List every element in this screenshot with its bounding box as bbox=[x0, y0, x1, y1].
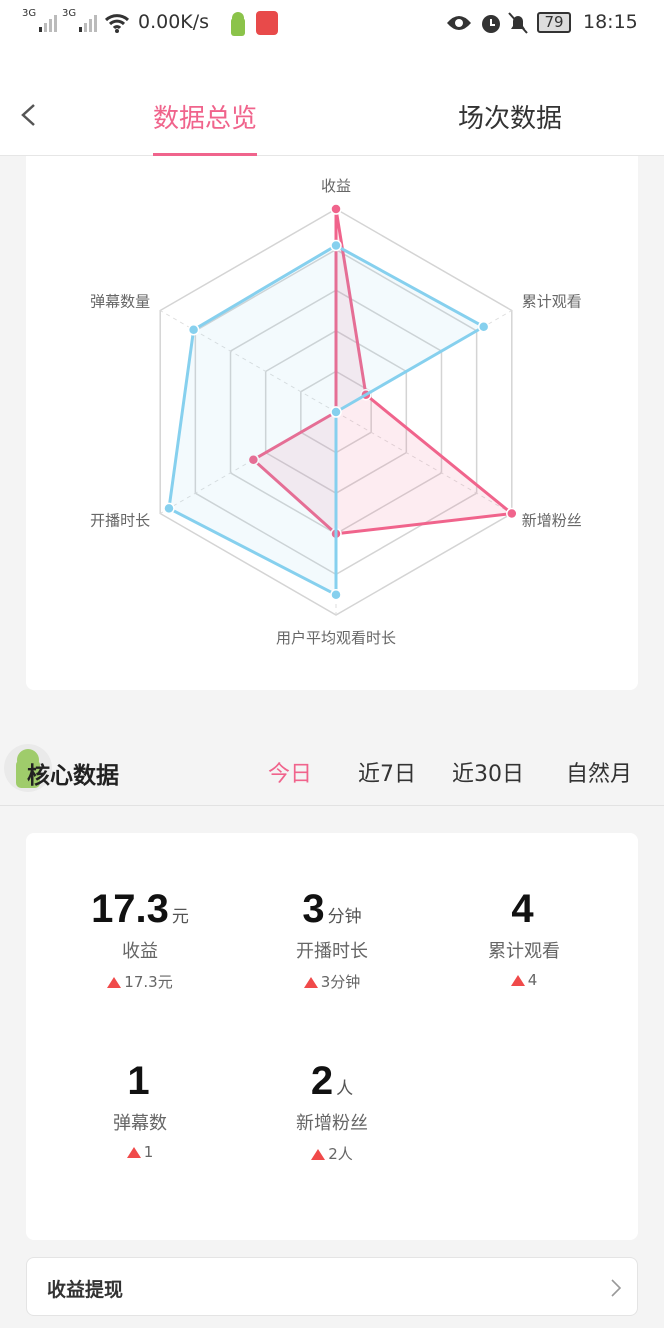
stat-unit: 分钟 bbox=[327, 907, 362, 927]
range-30-days[interactable]: 近30日 bbox=[452, 762, 524, 787]
data-point bbox=[477, 320, 490, 333]
data-point bbox=[506, 507, 518, 520]
battery-indicator: 79 bbox=[537, 12, 571, 33]
stat-delta-value: 17.3元 bbox=[124, 973, 173, 991]
stat-delta-value: 4 bbox=[527, 971, 538, 989]
android-app-icon bbox=[231, 12, 245, 36]
stat-unit: 元 bbox=[171, 907, 189, 927]
stat-delta: 1 bbox=[45, 1143, 235, 1161]
signal-3g-label-2: 3G bbox=[62, 8, 77, 19]
stat-value: 2 bbox=[310, 1059, 334, 1103]
stat-label: 开播时长 bbox=[296, 941, 368, 962]
series-area bbox=[167, 244, 486, 597]
stat-1: 3 分钟 开播时长 3分钟 bbox=[237, 885, 427, 992]
up-triangle-icon bbox=[126, 1147, 141, 1158]
stat-delta: 3分钟 bbox=[237, 971, 427, 992]
stat-value: 4 bbox=[511, 887, 534, 931]
top-nav: 数据总览 场次数据 bbox=[0, 50, 664, 156]
stat-label: 累计观看 bbox=[488, 941, 560, 962]
data-point bbox=[187, 324, 200, 336]
up-triangle-icon bbox=[303, 977, 318, 988]
axis-label: 收益 bbox=[321, 177, 351, 195]
stat-value: 17.3 bbox=[91, 887, 169, 931]
axis-label: 开播时长 bbox=[90, 512, 150, 530]
stat-label: 弹幕数 bbox=[113, 1113, 167, 1134]
alarm-icon bbox=[482, 15, 500, 33]
stat-unit: 人 bbox=[336, 1079, 354, 1099]
network-speed: 0.00K/s bbox=[138, 11, 210, 33]
core-data-title: 核心数据 bbox=[27, 763, 119, 789]
floating-android-icon[interactable] bbox=[4, 738, 52, 798]
range-today[interactable]: 今日 bbox=[268, 762, 313, 787]
eye-icon bbox=[447, 16, 471, 30]
stat-delta-value: 1 bbox=[143, 1143, 154, 1161]
range-natural-month[interactable]: 自然月 bbox=[566, 762, 633, 787]
back-icon[interactable] bbox=[18, 104, 40, 126]
radar-card: 收益累计观看新增粉丝用户平均观看时长 开播时长 弹幕数量 bbox=[26, 156, 638, 690]
data-point bbox=[330, 203, 342, 215]
axis-label: 用户平均观看时长 bbox=[276, 629, 396, 647]
axis-label: 累计观看 bbox=[522, 293, 582, 311]
clock: 18:15 bbox=[583, 11, 638, 33]
data-point bbox=[330, 239, 342, 252]
mute-bell-icon bbox=[508, 12, 528, 34]
tab-overview[interactable]: 数据总览 bbox=[153, 98, 258, 156]
signal-icon-2 bbox=[79, 15, 97, 32]
signal-icon bbox=[39, 15, 57, 32]
data-point bbox=[163, 502, 175, 515]
axis-label: 新增粉丝 bbox=[522, 512, 582, 530]
stat-0: 17.3 元 收益 17.3元 bbox=[45, 885, 235, 992]
stat-delta-value: 3分钟 bbox=[320, 973, 361, 991]
stat-3: 1 弹幕数 1 bbox=[45, 1057, 235, 1161]
data-point bbox=[330, 406, 342, 418]
stat-delta: 17.3元 bbox=[45, 971, 235, 992]
withdraw-row[interactable]: 收益提现 bbox=[26, 1257, 638, 1316]
axis-label: 弹幕数量 bbox=[90, 293, 150, 311]
stat-delta: 2人 bbox=[237, 1143, 427, 1164]
withdraw-label: 收益提现 bbox=[47, 1279, 124, 1301]
range-7-days[interactable]: 近7日 bbox=[358, 762, 416, 787]
up-triangle-icon bbox=[510, 975, 525, 986]
tab-session-data[interactable]: 场次数据 bbox=[458, 104, 563, 134]
up-triangle-icon bbox=[311, 1149, 326, 1160]
huawei-store-icon bbox=[256, 11, 278, 35]
data-point bbox=[330, 588, 342, 601]
axis-line bbox=[335, 411, 513, 514]
stat-value: 1 bbox=[127, 1059, 150, 1103]
up-triangle-icon bbox=[107, 977, 122, 988]
stat-label: 新增粉丝 bbox=[296, 1113, 368, 1134]
data-point bbox=[247, 453, 260, 466]
chevron-right-icon bbox=[611, 1279, 621, 1297]
core-data-header: 核心数据 今日 近7日 近30日 自然月 bbox=[0, 730, 664, 806]
stat-value: 3 bbox=[302, 887, 325, 931]
signal-3g-label: 3G bbox=[22, 8, 37, 19]
status-bar: 3G 3G 0.00K/s 79 18:15 bbox=[0, 0, 664, 50]
wifi-icon bbox=[104, 14, 130, 33]
stat-label: 收益 bbox=[122, 941, 158, 962]
stat-2: 4 累计观看 4 bbox=[429, 885, 619, 989]
stat-delta-value: 2人 bbox=[328, 1145, 353, 1163]
stat-delta: 4 bbox=[429, 971, 619, 989]
